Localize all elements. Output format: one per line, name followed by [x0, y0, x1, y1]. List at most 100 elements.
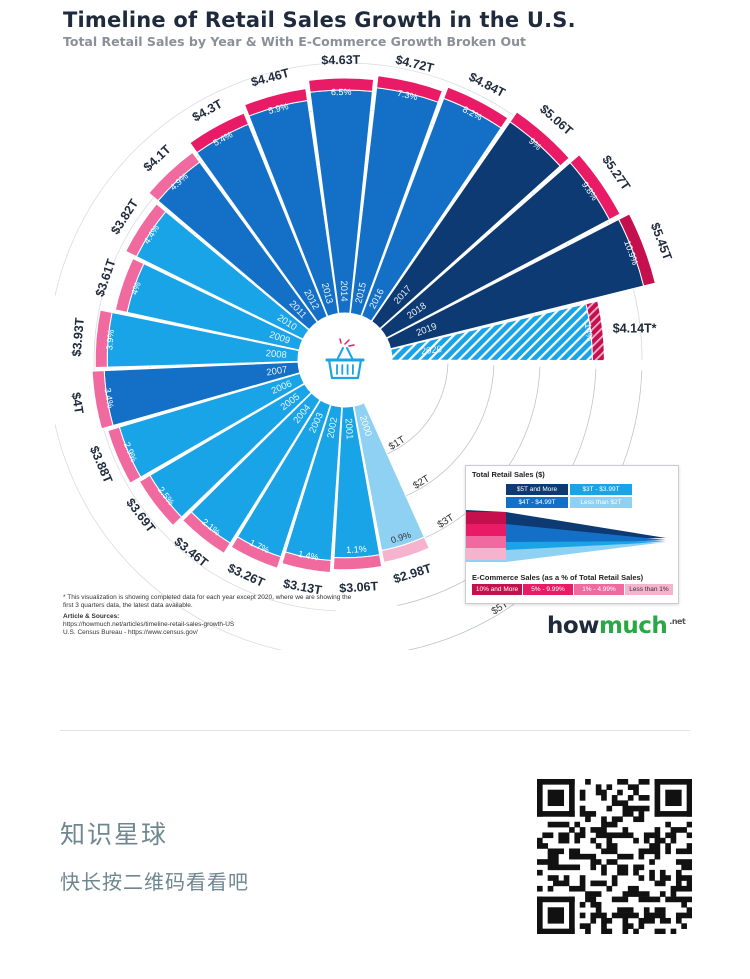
qr-module — [638, 864, 645, 871]
qr-module — [611, 880, 618, 887]
legend-pink-3 — [466, 536, 506, 548]
qr-module — [601, 880, 607, 887]
qr-module — [590, 827, 597, 833]
qr-module — [611, 843, 618, 849]
qr-module — [606, 832, 613, 839]
qr-module — [670, 928, 677, 934]
sales-label-2013: $4.46T — [250, 66, 292, 90]
sources-heading: Article & Sources: — [63, 613, 120, 620]
qr-module — [563, 875, 570, 881]
qr-finder-tl — [537, 779, 543, 817]
qr-module — [585, 816, 591, 823]
qr-module — [627, 795, 634, 801]
sales-label-2012: $4.3T — [190, 97, 225, 125]
qr-module — [590, 837, 597, 844]
sales-label-2003: $3.26T — [226, 561, 268, 590]
qr-module — [659, 837, 666, 844]
qr-module — [617, 779, 623, 785]
qr-module — [595, 789, 602, 796]
qr-module — [627, 885, 634, 892]
footer-title: 知识星球 — [60, 821, 169, 849]
qr-module — [617, 864, 623, 871]
qr-module — [665, 848, 671, 855]
footnote: * This visualization is showing complete… — [63, 594, 352, 609]
qr-module — [654, 837, 661, 844]
qr-module — [675, 859, 682, 865]
qr-module — [574, 885, 581, 892]
qr-finder-tr — [654, 779, 661, 817]
ecom-band-2003 — [230, 536, 282, 569]
source-link-census[interactable]: U.S. Census Bureau - https://www.census.… — [63, 629, 198, 636]
qr-module — [681, 859, 687, 865]
source-link-article[interactable]: https://howmuch.net/articles/timeline-re… — [63, 621, 235, 628]
qr-module — [681, 912, 687, 919]
ecom-band-2017 — [509, 111, 570, 167]
ecom-band-2007 — [91, 370, 114, 430]
ecom-label-2007: 3.4% — [102, 387, 115, 409]
qr-module — [547, 832, 554, 839]
qr-module — [617, 869, 623, 876]
qr-module — [654, 928, 661, 934]
qr-module — [665, 832, 671, 839]
qr-module — [590, 880, 597, 887]
sales-label-2000: $2.98T — [392, 561, 434, 586]
qr-module — [585, 811, 591, 817]
legend-sales-3t: $3T - $3.99T — [570, 484, 632, 495]
qr-finder-tr — [654, 811, 692, 817]
qr-module — [627, 805, 634, 812]
year-label-2013: 2013 — [319, 282, 335, 305]
qr-module — [579, 901, 586, 908]
qr-module — [574, 837, 581, 844]
qr-module — [654, 907, 661, 913]
qr-module — [681, 923, 687, 929]
qr-module — [590, 864, 597, 871]
qr-module — [643, 891, 650, 897]
divider — [60, 730, 690, 731]
qr-module — [601, 821, 607, 828]
qr-module — [601, 917, 607, 924]
qr-module — [622, 853, 629, 860]
qr-module — [633, 864, 639, 871]
brand-suffix: .net — [669, 617, 686, 626]
qr-module — [563, 832, 570, 839]
qr-module — [617, 800, 623, 807]
qr-module — [595, 784, 602, 790]
qr-module — [590, 901, 597, 908]
qr-module — [547, 885, 554, 892]
qr-module — [686, 864, 692, 871]
qr-module — [659, 928, 666, 934]
qr-module — [638, 816, 645, 823]
qr-code-icon[interactable] — [537, 779, 692, 934]
qr-module — [601, 789, 607, 796]
legend-ecom-10: 10% and More — [472, 584, 522, 595]
qr-module — [681, 864, 687, 871]
qr-module — [627, 811, 634, 817]
year-label-2007: 2007 — [266, 364, 289, 378]
qr-module — [638, 917, 645, 924]
brand-how: how — [547, 613, 599, 639]
qr-module — [675, 869, 682, 876]
ecom-band-2001 — [332, 554, 383, 571]
qr-module — [686, 896, 692, 903]
qr-module — [606, 848, 613, 855]
qr-module — [675, 827, 682, 833]
year-label-2008: 2008 — [265, 348, 287, 361]
qr-module — [558, 832, 565, 839]
qr-module — [579, 795, 586, 801]
qr-module — [579, 789, 586, 796]
qr-module — [675, 912, 682, 919]
year-label-2002: 2002 — [325, 417, 340, 440]
qr-module — [585, 853, 591, 860]
qr-module — [665, 843, 671, 849]
ecom-label-2009: 4% — [129, 280, 143, 296]
qr-module — [675, 885, 682, 892]
qr-module — [675, 896, 682, 903]
qr-module — [622, 896, 629, 903]
legend-sales-2t: Less than $2T — [570, 497, 632, 508]
qr-module — [585, 779, 591, 785]
qr-module — [553, 848, 559, 855]
qr-module — [649, 917, 655, 924]
radial-chart: $1T$2T$3T$4T$5T20000.9%$2.98T20011.1%$3.… — [55, 53, 675, 650]
qr-module — [643, 848, 650, 855]
